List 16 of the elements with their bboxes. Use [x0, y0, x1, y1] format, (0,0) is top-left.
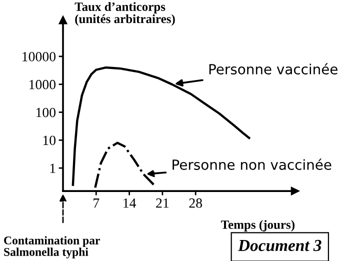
legend-label: Personne non vaccinée: [172, 158, 332, 170]
y-tick-label: 100: [36, 108, 56, 118]
line-series: [94, 142, 156, 189]
y-tick-label: 1: [50, 164, 56, 173]
y-tick-label: 10000: [22, 52, 56, 62]
y-axis-title: Taux d’anticorps (unités arbitraires): [74, 2, 175, 26]
x-tick-label: 21: [156, 198, 169, 208]
series-label: Personne vaccinée: [209, 63, 338, 74]
y-tick-label: 1000: [30, 80, 56, 90]
text: Document 3: [238, 240, 322, 252]
x-tick-label: 7: [94, 198, 100, 208]
text: Contamination par Salmonella typhi: [4, 236, 100, 258]
x-axis-title: Temps (jours): [221, 220, 294, 232]
y-tick-label: 10: [43, 136, 56, 146]
x-tick-label: 14: [124, 198, 136, 208]
x-tick-label: 28: [189, 198, 202, 208]
